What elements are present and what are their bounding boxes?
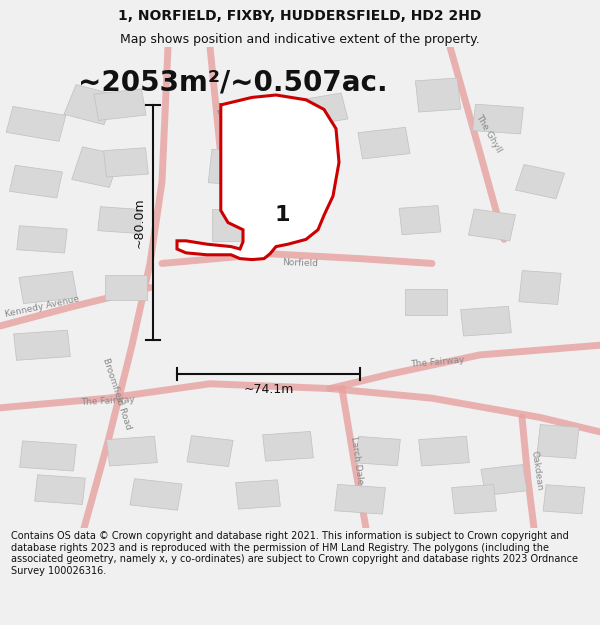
Polygon shape [105,276,147,299]
Text: Contains OS data © Crown copyright and database right 2021. This information is : Contains OS data © Crown copyright and d… [11,531,578,576]
Polygon shape [461,306,511,336]
Polygon shape [35,475,85,504]
Polygon shape [10,165,62,198]
Polygon shape [519,271,561,304]
Text: The Fairway: The Fairway [81,394,135,406]
Text: Map shows position and indicative extent of the property.: Map shows position and indicative extent… [120,32,480,46]
Text: Oakdean: Oakdean [530,450,544,491]
Polygon shape [515,164,565,199]
Polygon shape [358,127,410,159]
Polygon shape [419,436,469,466]
Polygon shape [107,436,157,466]
Polygon shape [130,479,182,510]
Polygon shape [177,95,339,259]
Polygon shape [399,206,441,234]
Polygon shape [473,104,523,134]
Text: Broomfield Road: Broomfield Road [101,356,133,430]
Text: 1, NORFIELD, FIXBY, HUDDERSFIELD, HD2 2HD: 1, NORFIELD, FIXBY, HUDDERSFIELD, HD2 2H… [118,9,482,23]
Polygon shape [236,480,280,509]
Text: 1: 1 [274,205,290,225]
Text: The Ghyll: The Ghyll [475,112,503,154]
Polygon shape [481,464,527,496]
Text: Brook Road: Brook Road [214,107,236,159]
Polygon shape [187,436,233,467]
Polygon shape [14,330,70,361]
Polygon shape [208,149,248,185]
Polygon shape [300,93,348,126]
Polygon shape [405,289,447,315]
Polygon shape [469,209,515,241]
Polygon shape [537,424,579,459]
Text: The Fairway: The Fairway [411,355,465,369]
Polygon shape [6,106,66,141]
Polygon shape [263,431,313,461]
Polygon shape [212,209,245,241]
Polygon shape [335,484,385,514]
Text: ~80.0m: ~80.0m [133,198,146,248]
Polygon shape [20,441,76,471]
Polygon shape [415,78,461,112]
Polygon shape [98,207,142,234]
Polygon shape [94,89,146,121]
Polygon shape [543,485,585,514]
Text: Kennedy Avenue: Kennedy Avenue [4,294,80,319]
Polygon shape [17,226,67,253]
Polygon shape [356,436,400,466]
Text: Larch Dale: Larch Dale [349,436,365,485]
Text: Norfield: Norfield [282,258,318,269]
Polygon shape [104,148,148,177]
Text: ~74.1m: ~74.1m [244,382,293,396]
Polygon shape [64,84,116,125]
Polygon shape [452,484,496,514]
Polygon shape [19,271,77,304]
Polygon shape [72,147,120,188]
Text: ~2053m²/~0.507ac.: ~2053m²/~0.507ac. [78,69,388,96]
